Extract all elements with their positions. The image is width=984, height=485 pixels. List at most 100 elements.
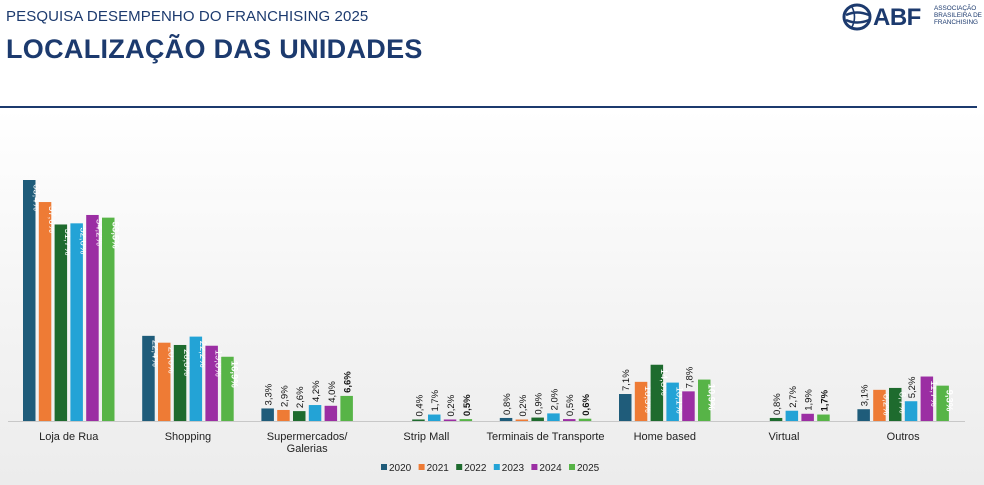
data-label: 8,7% [896, 392, 907, 414]
data-label: 8,2% [880, 394, 891, 416]
data-label: 0,9% [534, 392, 545, 414]
bar [308, 405, 322, 421]
bar [563, 419, 576, 421]
page-title: LOCALIZAÇÃO DAS UNIDADES [6, 34, 423, 64]
data-label: 5,2% [907, 376, 918, 398]
data-label: 57,6% [46, 206, 57, 233]
legend-swatch [493, 464, 500, 470]
category-label: Home based [634, 431, 696, 443]
bar [158, 342, 171, 421]
data-label: 0,6% [581, 394, 592, 416]
bar [443, 419, 457, 421]
legend-label: 2024 [539, 463, 562, 474]
bar [920, 376, 934, 421]
category-label: Shopping [165, 431, 212, 443]
data-label: 2,6% [295, 386, 306, 408]
chart-background [0, 108, 984, 485]
data-label: 3,3% [264, 383, 275, 405]
bar [785, 410, 799, 421]
bar [221, 356, 234, 421]
bar [70, 223, 83, 421]
data-label: 6,6% [343, 371, 354, 393]
bar [904, 401, 918, 421]
abf-globe-icon [842, 3, 872, 31]
data-label: 10,9% [705, 384, 716, 411]
bar [666, 382, 679, 421]
data-label: 11,7% [928, 381, 939, 408]
data-label: 1,7% [430, 389, 441, 411]
bar [619, 394, 632, 421]
bar [634, 381, 648, 421]
bar [340, 395, 353, 421]
data-label: 2,9% [279, 385, 290, 407]
logo-line: BRASILEIRA DE [934, 12, 982, 19]
category-label: Terminais de Transporte [487, 431, 605, 443]
bar [54, 224, 68, 421]
data-label: 0,8% [502, 393, 513, 415]
data-label: 1,7% [819, 389, 830, 411]
logo-subtitle: ASSOCIAÇÃO BRASILEIRA DE FRANCHISING [934, 5, 982, 26]
data-label: 2,0% [549, 388, 560, 410]
bar [324, 405, 338, 421]
bar [86, 214, 99, 421]
legend-label: 2020 [389, 463, 412, 474]
bar [428, 414, 441, 421]
legend-label: 2022 [464, 463, 487, 474]
data-label: 4,0% [327, 381, 338, 403]
bar [547, 413, 560, 421]
logo-wordmark: ABF [873, 4, 921, 31]
data-label: 54,2% [93, 219, 104, 246]
data-label: 20,0% [181, 349, 192, 376]
bar [817, 414, 830, 421]
data-label: 4,2% [311, 380, 322, 402]
data-label: 3,1% [860, 384, 871, 406]
bar [142, 335, 155, 421]
bar [936, 385, 949, 421]
bar [261, 408, 274, 421]
data-label: 53,5% [109, 222, 120, 249]
data-label: 1,9% [804, 389, 815, 411]
bar [412, 419, 425, 421]
bar [23, 180, 36, 421]
data-label: 0,2% [446, 394, 457, 416]
data-label: 14,8% [658, 369, 669, 396]
legend-swatch [456, 464, 463, 470]
data-label: 20,6% [165, 347, 176, 374]
category-label: Galerias [287, 443, 328, 455]
data-label: 0,2% [518, 394, 529, 416]
data-label: 0,4% [414, 394, 425, 416]
data-label: 9,3% [944, 390, 955, 412]
category-label: Virtual [768, 431, 799, 443]
bar [189, 336, 203, 421]
legend-swatch [418, 464, 425, 470]
bar [102, 217, 115, 421]
legend-swatch [381, 464, 387, 470]
logo-line: ASSOCIAÇÃO [934, 5, 977, 12]
bar [293, 411, 306, 421]
data-label: 0,5% [565, 394, 576, 416]
legend-swatch [531, 464, 538, 470]
legend-label: 2021 [427, 463, 450, 474]
category-label: Loja de Rua [39, 431, 99, 443]
data-label: 0,5% [462, 394, 473, 416]
bar [515, 419, 529, 421]
bar [682, 391, 695, 421]
bar [889, 387, 902, 421]
category-label: Strip Mall [403, 431, 449, 443]
data-label: 63,4% [30, 184, 41, 211]
legend-label: 2023 [502, 463, 525, 474]
bar [873, 389, 886, 421]
header-divider [0, 106, 977, 108]
data-label: 7,1% [621, 369, 632, 391]
data-label: 2,7% [788, 386, 799, 408]
report-kicker: PESQUISA DESEMPENHO DO FRANCHISING 2025 [6, 8, 369, 25]
legend-swatch [569, 464, 575, 470]
logo-line: FRANCHISING [934, 19, 979, 26]
data-label: 0,8% [772, 393, 783, 415]
category-label: Supermercados/ [267, 431, 349, 443]
legend-label: 2025 [577, 463, 600, 474]
category-label: Outros [887, 431, 921, 443]
data-label: 10,3% [642, 386, 653, 413]
data-label: 10,1% [674, 387, 685, 414]
